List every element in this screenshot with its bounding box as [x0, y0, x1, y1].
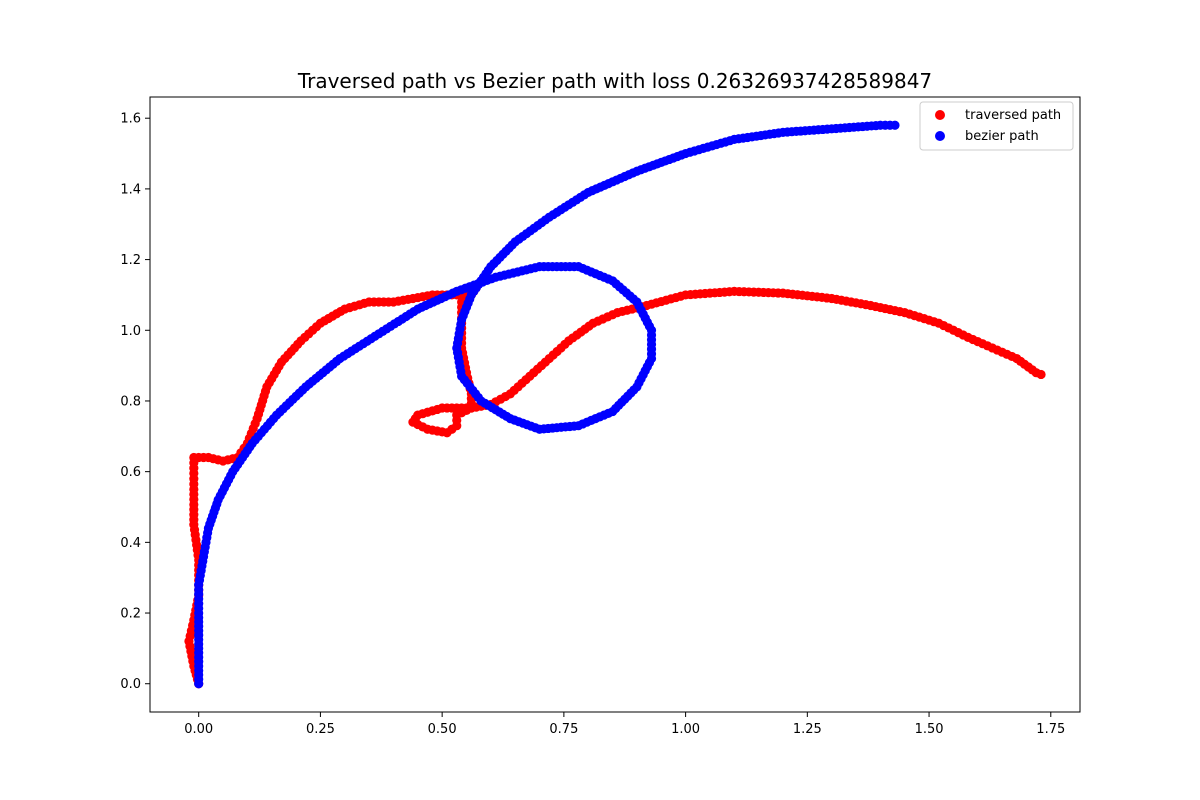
y-tick-label: 0.2: [120, 607, 141, 622]
legend-frame: [919, 101, 1074, 151]
y-tick-label: 0.8: [120, 394, 141, 409]
data-point: [1036, 369, 1046, 380]
chart-title: Traversed path vs Bezier path with loss …: [297, 69, 932, 93]
x-axis: 0.00 0.25 0.50 0.75 1.00 1.25 1.50 1.75: [184, 712, 1065, 737]
x-tick-label: 1.50: [915, 722, 944, 737]
plot-frame: [149, 96, 1081, 713]
x-tick-label: 0.50: [428, 722, 457, 737]
x-tick-label: 1.00: [671, 722, 700, 737]
y-tick-label: 0.0: [120, 677, 141, 692]
y-tick-label: 1.2: [120, 253, 141, 268]
legend-label-bezier: bezier path: [965, 129, 1039, 144]
y-tick-label: 1.4: [120, 182, 141, 197]
y-tick-label: 0.4: [120, 536, 141, 551]
data-point: [890, 120, 900, 130]
x-tick-label: 0.00: [184, 722, 213, 737]
x-tick-label: 1.25: [793, 722, 822, 737]
x-tick-label: 0.25: [306, 722, 335, 737]
y-tick-label: 1.0: [120, 324, 141, 339]
series-traversed-path: [184, 283, 1046, 689]
plot-points: [184, 120, 1046, 689]
legend: traversed path bezier path: [919, 101, 1074, 151]
series-bezier-path: [194, 120, 900, 689]
legend-label-traversed: traversed path: [965, 108, 1061, 123]
x-tick-label: 0.75: [549, 722, 578, 737]
legend-marker-traversed: [935, 110, 945, 120]
legend-marker-bezier: [935, 131, 945, 141]
x-tick-label: 1.75: [1036, 722, 1065, 737]
y-axis: 0.0 0.2 0.4 0.6 0.8 1.0 1.2 1.4 1.6: [120, 112, 150, 692]
y-tick-label: 0.6: [120, 465, 141, 480]
y-tick-label: 1.6: [120, 112, 141, 127]
